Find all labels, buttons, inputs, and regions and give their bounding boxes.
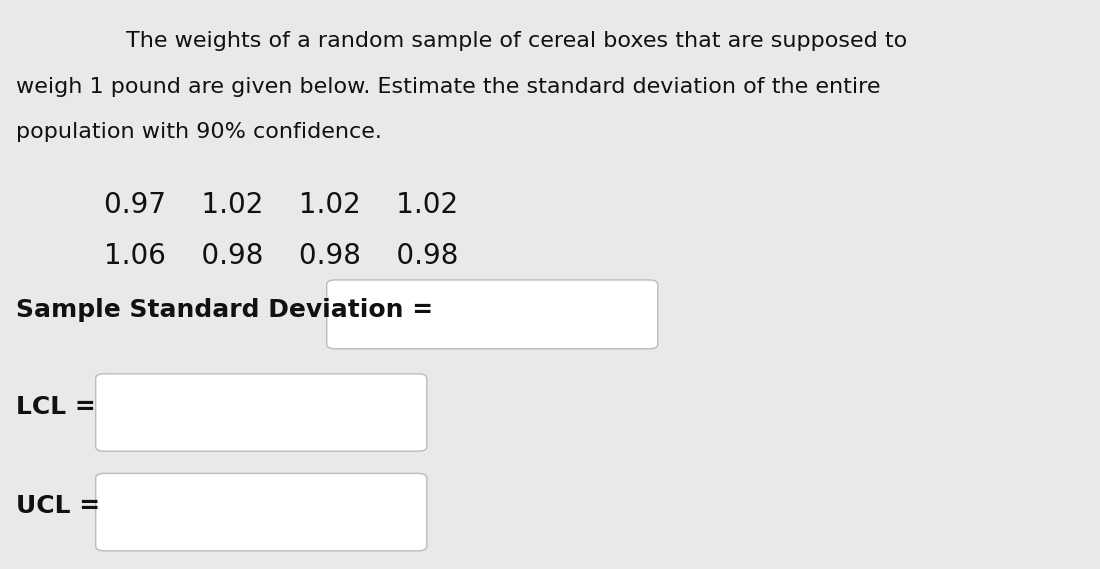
Text: 1.06    0.98    0.98    0.98: 1.06 0.98 0.98 0.98 bbox=[104, 242, 459, 270]
Text: weigh 1 pound are given below. Estimate the standard deviation of the entire: weigh 1 pound are given below. Estimate … bbox=[16, 77, 881, 97]
Text: UCL =: UCL = bbox=[16, 494, 100, 518]
Text: 0.97    1.02    1.02    1.02: 0.97 1.02 1.02 1.02 bbox=[104, 191, 459, 218]
Text: Sample Standard Deviation =: Sample Standard Deviation = bbox=[16, 298, 433, 322]
Text: The weights of a random sample of cereal boxes that are supposed to: The weights of a random sample of cereal… bbox=[126, 31, 908, 51]
Text: LCL =: LCL = bbox=[16, 395, 97, 419]
Text: population with 90% confidence.: population with 90% confidence. bbox=[16, 122, 383, 142]
